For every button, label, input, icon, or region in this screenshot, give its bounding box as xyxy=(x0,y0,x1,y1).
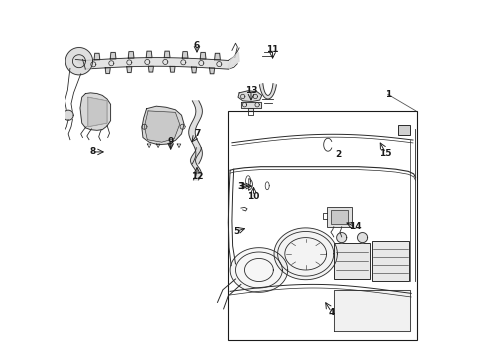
Text: 11: 11 xyxy=(266,45,278,54)
Text: 9: 9 xyxy=(167,137,174,146)
Text: 1: 1 xyxy=(384,90,390,99)
Polygon shape xyxy=(238,91,261,102)
Polygon shape xyxy=(146,51,152,58)
Bar xyxy=(334,243,369,279)
Polygon shape xyxy=(200,53,205,59)
Polygon shape xyxy=(182,51,187,58)
Polygon shape xyxy=(142,106,183,145)
Polygon shape xyxy=(75,59,85,69)
Polygon shape xyxy=(144,111,179,142)
Polygon shape xyxy=(80,93,110,130)
Text: 3: 3 xyxy=(237,182,243,191)
Polygon shape xyxy=(334,290,409,331)
Text: 14: 14 xyxy=(348,222,361,231)
Polygon shape xyxy=(63,110,73,120)
Polygon shape xyxy=(188,101,202,164)
Bar xyxy=(228,111,416,340)
Polygon shape xyxy=(148,66,153,72)
Text: 15: 15 xyxy=(379,149,391,158)
Polygon shape xyxy=(191,67,196,73)
Polygon shape xyxy=(105,68,110,73)
Polygon shape xyxy=(259,84,276,99)
Polygon shape xyxy=(357,233,367,243)
Polygon shape xyxy=(126,67,132,72)
Polygon shape xyxy=(164,51,170,58)
Text: 10: 10 xyxy=(247,192,259,201)
Polygon shape xyxy=(209,68,214,74)
Bar xyxy=(397,125,409,135)
Text: 2: 2 xyxy=(335,150,341,159)
Bar xyxy=(326,207,351,227)
Polygon shape xyxy=(65,48,92,75)
Polygon shape xyxy=(241,102,260,108)
Polygon shape xyxy=(247,108,253,115)
Text: 7: 7 xyxy=(194,130,201,139)
Bar xyxy=(371,241,408,281)
Polygon shape xyxy=(84,58,228,69)
Polygon shape xyxy=(128,51,134,58)
Polygon shape xyxy=(94,53,100,60)
Text: 13: 13 xyxy=(244,86,257,95)
Bar xyxy=(330,210,347,224)
Polygon shape xyxy=(88,97,107,127)
Text: 12: 12 xyxy=(190,172,203,181)
Polygon shape xyxy=(336,233,346,243)
Polygon shape xyxy=(228,52,239,69)
Text: 4: 4 xyxy=(328,307,334,317)
Polygon shape xyxy=(273,228,337,280)
Text: 5: 5 xyxy=(233,227,239,236)
Polygon shape xyxy=(170,66,175,72)
Polygon shape xyxy=(230,248,287,292)
Text: 8: 8 xyxy=(89,148,96,157)
Polygon shape xyxy=(110,53,116,59)
Text: 6: 6 xyxy=(193,41,200,50)
Text: 3: 3 xyxy=(238,182,244,191)
Polygon shape xyxy=(214,53,220,60)
Polygon shape xyxy=(190,148,201,180)
